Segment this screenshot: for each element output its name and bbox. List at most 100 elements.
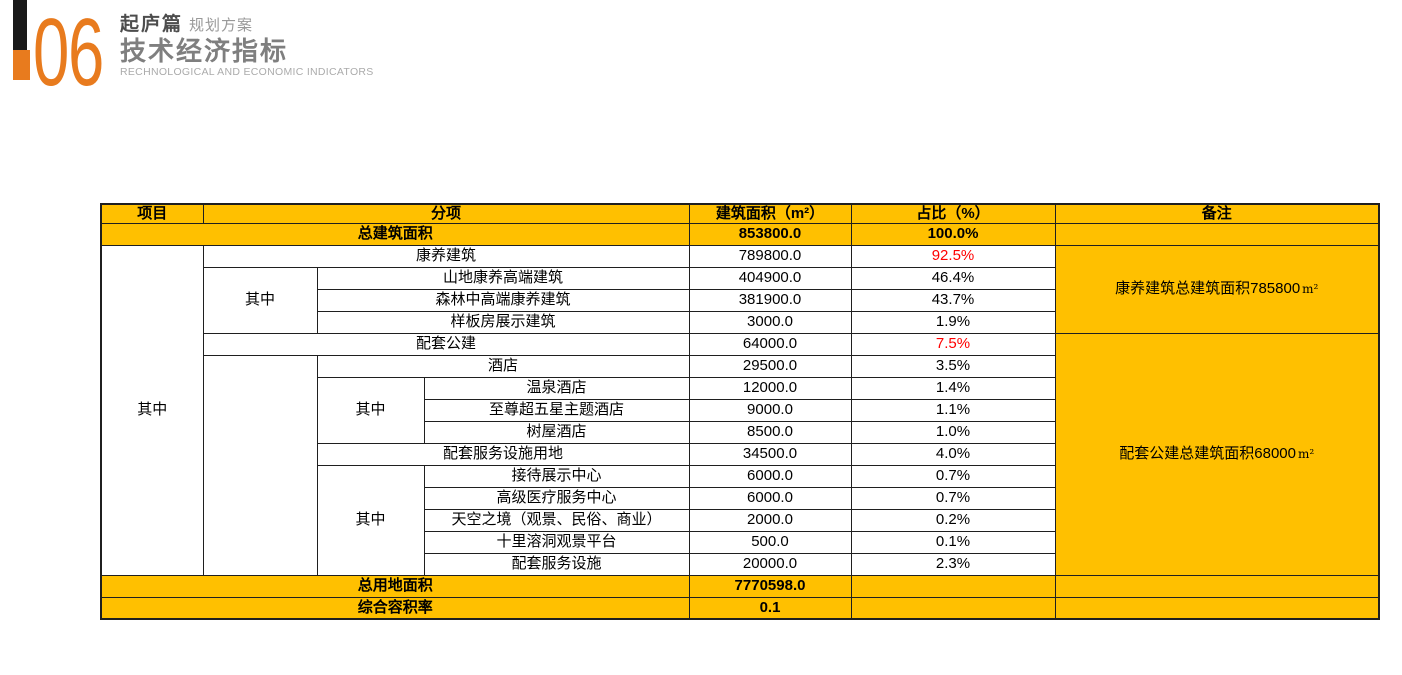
cell-text: 2000.0 xyxy=(747,510,793,528)
cell-text: 1.9% xyxy=(935,312,971,330)
header-black-bar xyxy=(13,0,27,50)
cell-text: 配套服务设施 xyxy=(511,554,602,572)
cell-text: 总建筑面积 xyxy=(357,224,433,242)
table-cell: 7770598.0 xyxy=(688,574,852,598)
cell-text: 其中 xyxy=(355,510,386,528)
cell-text: 9000.0 xyxy=(747,400,793,418)
table-cell: 46.4% xyxy=(850,266,1056,290)
table-cell: 789800.0 xyxy=(688,244,852,268)
cell-text: 500.0 xyxy=(751,532,789,550)
table-cell: 树屋酒店 xyxy=(423,420,690,444)
table-cell: 高级医疗服务中心 xyxy=(423,486,690,510)
cell-text: 配套公建总建筑面积68000 xyxy=(1119,444,1296,462)
table-cell: 十里溶洞观景平台 xyxy=(423,530,690,554)
table-row: 其中 山地康养高端建筑 404900.0 46.4% xyxy=(101,266,1379,334)
cell-text: 0.1% xyxy=(935,532,971,550)
cell-text: 1.1% xyxy=(935,400,971,418)
table-cell: 6000.0 xyxy=(688,486,852,510)
table-cell xyxy=(202,354,318,576)
unit-label: m² xyxy=(1298,446,1315,461)
page-title: 技术经济指标 xyxy=(120,36,289,66)
table-row: 树屋酒店 8500.0 1.0% xyxy=(101,420,1379,444)
header-cell: 占比（%） xyxy=(850,203,1056,224)
table-cell: 总用地面积 xyxy=(100,574,690,598)
table-cell xyxy=(1054,596,1380,620)
cell-text: 十里溶洞观景平台 xyxy=(496,532,617,550)
cell-text: 43.7% xyxy=(931,290,975,308)
cell-text: 3000.0 xyxy=(747,312,793,330)
table-header-row: 项目 分项 建筑面积（m²） 占比（%） 备注 xyxy=(100,203,1380,224)
table-row: 酒店 29500.0 3.5% xyxy=(101,354,1379,576)
table-row: 其中 接待展示中心 6000.0 0.7% xyxy=(101,464,1379,576)
cell-text: 综合容积率 xyxy=(357,598,433,616)
header-cell: 建筑面积（m²） xyxy=(688,203,852,224)
page-subtitle-en: RECHNOLOGICAL AND ECONOMIC INDICATORS xyxy=(120,66,374,78)
cell-text: 381900.0 xyxy=(738,290,802,308)
table-row: 其中 温泉酒店 12000.0 1.4% xyxy=(101,376,1379,444)
cell-text: 4.0% xyxy=(935,444,971,462)
table-cell xyxy=(850,596,1056,620)
table-cell: 2000.0 xyxy=(688,508,852,532)
cell-text: 分项 xyxy=(430,204,461,222)
table-cell: 0.7% xyxy=(850,486,1056,510)
cell-text: 853800.0 xyxy=(738,224,802,242)
table-cell: 配套公建总建筑面积68000 m² xyxy=(1054,332,1380,576)
cell-text: 其中 xyxy=(137,400,168,418)
cell-text: 2.3% xyxy=(935,554,971,572)
table-cell: 4.0% xyxy=(850,442,1056,466)
table-cell xyxy=(1054,574,1380,598)
table-row: 总建筑面积 853800.0 100.0% xyxy=(100,222,1380,246)
cell-text: 森林中高端康养建筑 xyxy=(435,290,571,308)
table-cell: 森林中高端康养建筑 xyxy=(316,288,690,312)
series-tag: 规划方案 xyxy=(189,17,254,34)
table-row: 总用地面积 7770598.0 xyxy=(100,574,1380,598)
table-cell: 43.7% xyxy=(850,288,1056,312)
table-row: 配套服务设施用地 34500.0 4.0% xyxy=(101,442,1379,466)
table-cell xyxy=(850,574,1056,598)
table-cell: 0.2% xyxy=(850,508,1056,532)
table-row: 其中 康养建筑 789800.0 92.5% 康养建筑总建筑面积785800 m² xyxy=(100,244,1380,576)
cell-text: 34500.0 xyxy=(742,444,798,462)
cell-text: 高级医疗服务中心 xyxy=(496,488,617,506)
table-cell: 酒店 xyxy=(316,354,690,378)
cell-text: 备注 xyxy=(1201,204,1232,222)
cell-text: 建筑面积（m²） xyxy=(715,204,825,222)
table-cell: 其中 xyxy=(316,376,425,444)
table-row: 综合容积率 0.1 xyxy=(100,596,1380,620)
table-cell: 温泉酒店 xyxy=(423,376,690,400)
cell-text: 温泉酒店 xyxy=(526,378,587,396)
table-cell: 29500.0 xyxy=(688,354,852,378)
header-orange-bar xyxy=(13,50,30,80)
cell-text: 64000.0 xyxy=(742,334,798,352)
table-cell: 12000.0 xyxy=(688,376,852,400)
cell-text: 总用地面积 xyxy=(357,576,433,594)
series-title: 起庐篇 xyxy=(120,14,184,35)
table-cell: 接待展示中心 xyxy=(423,464,690,488)
table-cell: 381900.0 xyxy=(688,288,852,312)
cell-text: 404900.0 xyxy=(738,268,802,286)
table-cell: 1.4% xyxy=(850,376,1056,400)
table-cell: 3.5% xyxy=(850,354,1056,378)
cell-text: 天空之境（观景、民俗、商业） xyxy=(451,510,662,528)
table-cell: 404900.0 xyxy=(688,266,852,290)
cell-text: 0.7% xyxy=(935,466,971,484)
cell-text: 29500.0 xyxy=(742,356,798,374)
table-row: 样板房展示建筑 3000.0 1.9% xyxy=(101,310,1379,334)
cell-text: 1.0% xyxy=(935,422,971,440)
table-cell: 20000.0 xyxy=(688,552,852,576)
cell-text: 树屋酒店 xyxy=(526,422,587,440)
header-cell: 项目 xyxy=(100,203,204,224)
indicators-table: 项目 分项 建筑面积（m²） 占比（%） 备注总建筑面积 853800.0 100.0% 其中… xyxy=(100,203,1380,620)
cell-text: 0.1 xyxy=(759,598,781,616)
cell-text: 酒店 xyxy=(487,356,518,374)
table-row: 配套公建 64000.0 7.5% 配套公建总建筑面积68000 m² xyxy=(101,332,1380,576)
table-cell: 配套服务设施 xyxy=(423,552,690,576)
table-cell: 1.1% xyxy=(850,398,1056,422)
table-cell: 其中 xyxy=(202,266,318,334)
cell-text: 92.5% xyxy=(931,246,975,264)
cell-text: 100.0% xyxy=(927,224,979,242)
title-block: 起庐篇 规划方案 技术经济指标 RECHNOLOGICAL AND ECONOMI… xyxy=(120,9,374,78)
cell-text: 样板房展示建筑 xyxy=(450,312,556,330)
table-cell: 总建筑面积 xyxy=(100,222,690,246)
cell-text: 3.5% xyxy=(935,356,971,374)
